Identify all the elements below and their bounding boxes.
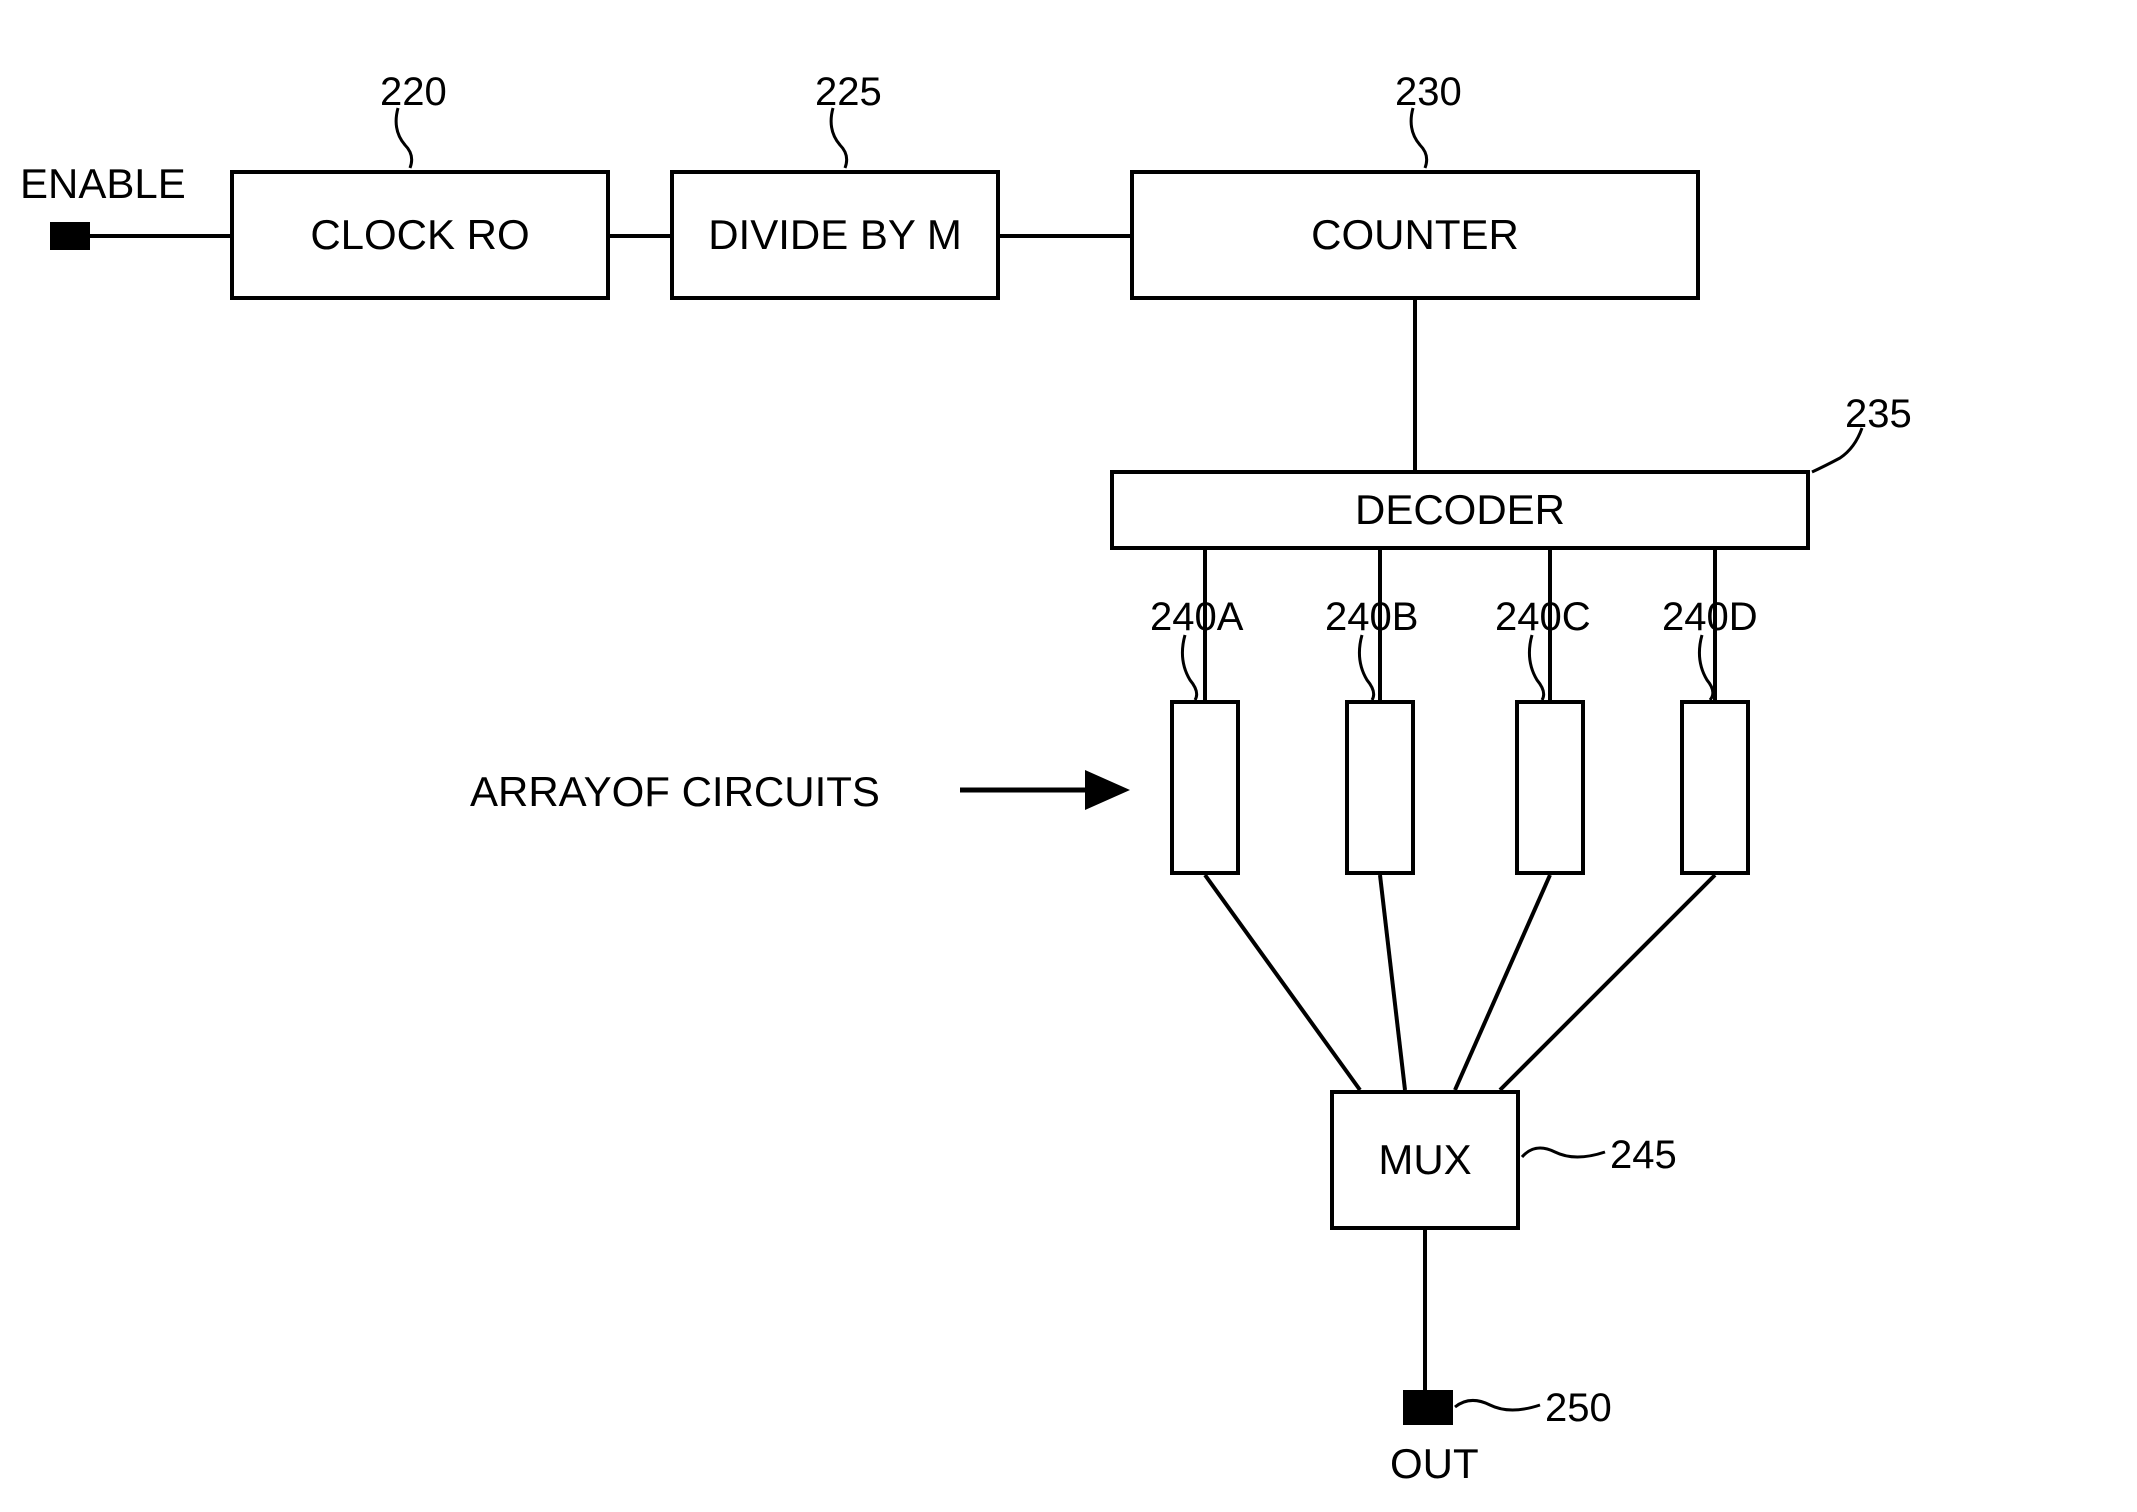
ref-250: 250 bbox=[1545, 1386, 1612, 1431]
out-label: OUT bbox=[1390, 1440, 1479, 1488]
clock-ro-block: CLOCK RO bbox=[230, 170, 610, 300]
ref-240a: 240A bbox=[1150, 595, 1243, 640]
ref-220: 220 bbox=[380, 70, 447, 115]
ref-235: 235 bbox=[1845, 392, 1912, 437]
mux-label: MUX bbox=[1378, 1136, 1471, 1184]
counter-block: COUNTER bbox=[1130, 170, 1700, 300]
ref-245: 245 bbox=[1610, 1133, 1677, 1178]
ref-240c: 240C bbox=[1495, 595, 1591, 640]
counter-label: COUNTER bbox=[1311, 211, 1519, 259]
divide-label: DIVIDE BY M bbox=[708, 211, 962, 259]
decoder-block: DECODER bbox=[1110, 470, 1810, 550]
clock-ro-label: CLOCK RO bbox=[310, 211, 529, 259]
ref-240d: 240D bbox=[1662, 595, 1758, 640]
enable-terminal bbox=[50, 222, 90, 250]
array-of-circuits-label: ARRAYOF CIRCUITS bbox=[470, 768, 880, 816]
decoder-label: DECODER bbox=[1355, 486, 1565, 534]
circuit-240b bbox=[1345, 700, 1415, 875]
mux-block: MUX bbox=[1330, 1090, 1520, 1230]
out-terminal bbox=[1403, 1390, 1453, 1425]
ref-225: 225 bbox=[815, 70, 882, 115]
circuit-240c bbox=[1515, 700, 1585, 875]
circuit-240a bbox=[1170, 700, 1240, 875]
enable-label: ENABLE bbox=[20, 160, 186, 208]
circuit-240d bbox=[1680, 700, 1750, 875]
ref-240b: 240B bbox=[1325, 595, 1418, 640]
divide-block: DIVIDE BY M bbox=[670, 170, 1000, 300]
ref-230: 230 bbox=[1395, 70, 1462, 115]
